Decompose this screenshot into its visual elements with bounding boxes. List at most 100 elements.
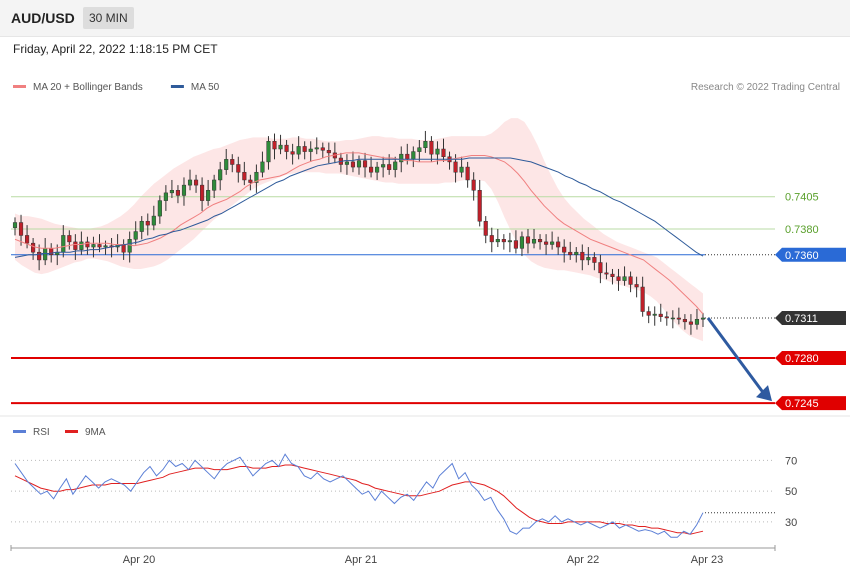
ma50-line <box>14 157 704 258</box>
candle-body <box>544 241 549 245</box>
legend-swatch-1 <box>170 85 184 88</box>
candle-body <box>622 276 627 281</box>
candle-body <box>254 171 259 183</box>
legend-label-1: MA 50 <box>191 82 220 93</box>
candle-body <box>477 190 482 222</box>
candle-body <box>73 241 78 250</box>
x-tick-label-1: Apr 21 <box>345 554 377 566</box>
candle-body <box>670 317 675 320</box>
chart-datetime: Friday, April 22, 2022 1:18:15 PM CET <box>13 42 218 56</box>
candle-body <box>525 236 531 244</box>
candle-body <box>519 236 525 249</box>
candle-body <box>700 317 706 320</box>
forecast-arrow-head <box>756 385 772 402</box>
candle-body <box>592 257 597 263</box>
candle-body <box>290 151 295 155</box>
candle-body <box>206 190 211 201</box>
chart-legend: MA 20 + Bollinger Bands MA 50 <box>13 82 220 93</box>
level-label-3: 0.7311 <box>785 313 818 325</box>
candle-body <box>91 244 96 248</box>
candle-body <box>453 161 458 173</box>
candle-body <box>218 169 223 181</box>
candle-body <box>85 241 90 248</box>
x-tick-label-3: Apr 23 <box>691 554 723 566</box>
candle-body <box>79 241 84 250</box>
candle-body <box>429 141 434 155</box>
candle-body <box>314 147 319 150</box>
candle-body <box>37 251 42 261</box>
candle-body <box>411 151 416 160</box>
candle-body <box>628 276 633 285</box>
candle-body <box>175 190 181 196</box>
level-tag-2 <box>775 247 846 262</box>
level-label-4: 0.7280 <box>785 353 819 365</box>
candle-body <box>169 190 174 194</box>
candle-body <box>31 242 36 253</box>
candle-body <box>278 144 283 150</box>
candle-body <box>272 141 277 150</box>
candle-body <box>157 200 162 217</box>
level-tag-3 <box>775 310 846 325</box>
candle-body <box>489 235 494 243</box>
timeframe-badge[interactable]: 30 MIN <box>83 7 134 29</box>
rsi-tick-2: 70 <box>785 455 797 467</box>
candle-body <box>248 179 253 183</box>
candle-body <box>121 244 126 253</box>
candle-body <box>362 160 368 168</box>
legend-swatch-0 <box>13 85 26 88</box>
candle-body <box>61 235 66 253</box>
rsi-tick-0: 30 <box>785 517 797 529</box>
candle-body <box>580 251 585 261</box>
rsi-panel: RSI 9MA 30 50 70 <box>11 427 797 538</box>
candle-body <box>513 240 518 249</box>
candle-body <box>495 239 500 243</box>
price-levels: 0.7405 0.7380 0.7360 0.7311 0.7280 0.7245 <box>11 192 846 411</box>
candle-body <box>393 161 398 170</box>
candle-body <box>260 161 265 173</box>
candle-body <box>652 313 657 316</box>
candle-body <box>151 215 156 226</box>
candle-body <box>236 164 241 173</box>
bollinger-bands <box>15 118 703 342</box>
rsi-line <box>14 453 704 538</box>
candle-body <box>163 192 168 201</box>
candle-body <box>664 316 669 319</box>
x-tick-label-2: Apr 22 <box>567 554 599 566</box>
level-label-2: 0.7360 <box>785 250 819 262</box>
rsi-legend-swatch-0 <box>13 430 26 433</box>
candle-body <box>133 231 138 240</box>
candle-body <box>417 147 422 152</box>
candle-body <box>187 179 193 186</box>
forecast-arrow <box>706 317 772 402</box>
candle-body <box>604 272 609 275</box>
rsi-legend-swatch-1 <box>65 430 78 433</box>
candle-body <box>139 220 144 232</box>
level-label-0: 0.7405 <box>785 192 819 204</box>
candle-body <box>562 246 567 253</box>
candle-body <box>375 166 380 173</box>
level-tag-4 <box>775 350 846 365</box>
candle-body <box>574 251 579 256</box>
forecast-arrow-shaft <box>706 317 767 396</box>
rsi-ma9-line <box>14 464 704 535</box>
candle-body <box>556 241 561 248</box>
candle-body <box>610 273 615 277</box>
candle-body <box>459 166 464 173</box>
candle-body <box>568 251 573 256</box>
level-label-1: 0.7380 <box>785 224 819 236</box>
legend-label-0: MA 20 + Bollinger Bands <box>33 82 143 93</box>
candle-body <box>658 313 663 317</box>
candle-body <box>302 146 307 152</box>
candle-body <box>435 148 440 155</box>
candle-body <box>501 239 506 243</box>
candle-body <box>676 317 681 320</box>
candle-body <box>688 321 693 325</box>
candle-body <box>43 248 48 261</box>
candle-body <box>242 171 247 181</box>
candle-body <box>266 141 271 163</box>
candle-body <box>344 161 349 165</box>
rsi-tick-1: 50 <box>785 486 797 498</box>
rsi-legend-label-0: RSI <box>33 427 50 438</box>
candle-body <box>127 239 132 253</box>
